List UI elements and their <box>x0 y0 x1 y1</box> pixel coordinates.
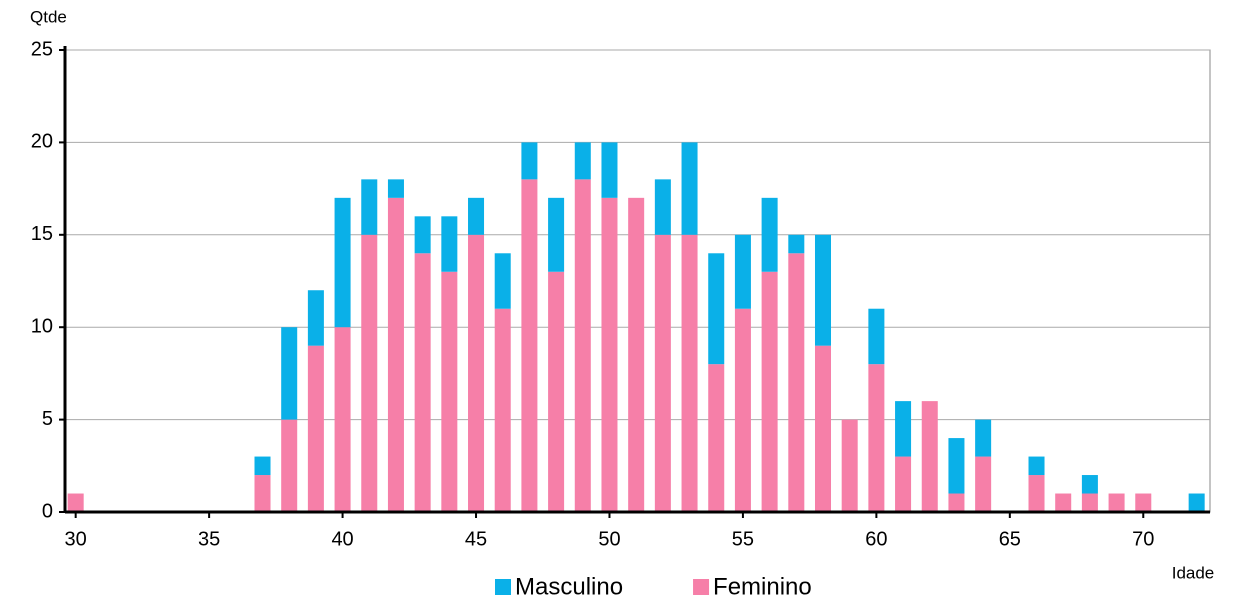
bar-segment <box>281 327 298 420</box>
bar-segment <box>254 475 271 512</box>
bar-segment <box>361 234 378 513</box>
bar-segment <box>1028 475 1045 512</box>
x-tick-label: 55 <box>732 528 754 550</box>
bar-segment <box>387 179 404 198</box>
bar-segment <box>628 197 645 512</box>
x-tick-label: 60 <box>865 528 887 550</box>
bar-segment <box>307 290 324 346</box>
bar-segment <box>1108 493 1125 512</box>
bar-segment <box>361 179 378 235</box>
bar-segment <box>681 142 698 235</box>
bar-segment <box>654 234 671 513</box>
bar-segment <box>1081 493 1098 512</box>
bar-segment <box>574 179 591 513</box>
bar-segment <box>468 197 485 235</box>
y-tick-label: 0 <box>42 500 53 522</box>
bar-segment <box>1135 493 1152 512</box>
bar-segment <box>548 197 565 272</box>
bar-segment <box>868 364 885 512</box>
bar-segment <box>975 419 992 457</box>
y-tick-label: 10 <box>31 315 53 337</box>
bar-segment <box>788 253 805 512</box>
bar-segment <box>761 197 778 272</box>
bar-segment <box>414 216 431 254</box>
bar-segment <box>1055 493 1072 512</box>
bar-segment <box>681 234 698 513</box>
x-tick-label: 70 <box>1132 528 1154 550</box>
y-tick-label: 20 <box>31 131 53 153</box>
bar-segment <box>895 401 912 457</box>
bar-segment <box>1188 493 1205 512</box>
bar-segment <box>521 179 538 513</box>
bar-segment <box>761 271 778 512</box>
bar-segment <box>548 271 565 512</box>
bar-segment <box>521 142 538 180</box>
bar-segment <box>441 271 458 512</box>
x-tick-label: 30 <box>65 528 87 550</box>
bar-segment <box>975 456 992 512</box>
bar-segment <box>948 493 965 512</box>
legend-swatch <box>495 579 511 595</box>
bar-segment <box>441 216 458 272</box>
bar-segment <box>841 419 858 512</box>
bar-segment <box>1081 475 1098 494</box>
bar-segment <box>468 234 485 513</box>
bar-segment <box>734 308 751 512</box>
y-axis-label: Qtde <box>30 7 67 26</box>
x-tick-label: 65 <box>999 528 1021 550</box>
bar-segment <box>948 438 965 494</box>
bar-segment <box>814 234 832 346</box>
legend-label: Feminino <box>713 573 812 600</box>
bar-segment <box>334 197 351 328</box>
bar-segment <box>67 493 84 512</box>
y-tick-label: 25 <box>31 38 53 60</box>
x-tick-label: 40 <box>331 528 353 550</box>
bar-segment <box>387 197 404 512</box>
x-tick-label: 50 <box>598 528 620 550</box>
y-tick-label: 15 <box>31 223 53 245</box>
legend-swatch <box>693 579 710 595</box>
bar-segment <box>601 197 618 512</box>
bar-segment <box>921 401 938 512</box>
bar-segment <box>1028 456 1045 476</box>
bar-segment <box>494 253 511 309</box>
y-tick-label: 5 <box>42 408 53 430</box>
bar-segment <box>895 456 912 512</box>
x-tick-label: 45 <box>465 528 487 550</box>
bar-segment <box>574 142 591 180</box>
legend-label: Masculino <box>515 573 623 600</box>
bar-segment <box>281 419 298 512</box>
bar-segment <box>494 308 511 512</box>
bar-segment <box>814 345 832 512</box>
bar-segment <box>414 253 431 512</box>
x-axis-label: Idade <box>1172 563 1215 582</box>
bar-segment <box>307 345 324 512</box>
bar-segment <box>654 179 671 235</box>
bar-segment <box>334 327 351 512</box>
bar-segment <box>708 253 725 365</box>
bar-segment <box>868 308 885 365</box>
x-tick-label: 35 <box>198 528 220 550</box>
bar-segment <box>708 364 725 512</box>
bar-segment <box>254 456 271 476</box>
bar-segment <box>734 234 751 309</box>
bar-segment <box>788 234 805 254</box>
bar-segment <box>601 142 618 198</box>
